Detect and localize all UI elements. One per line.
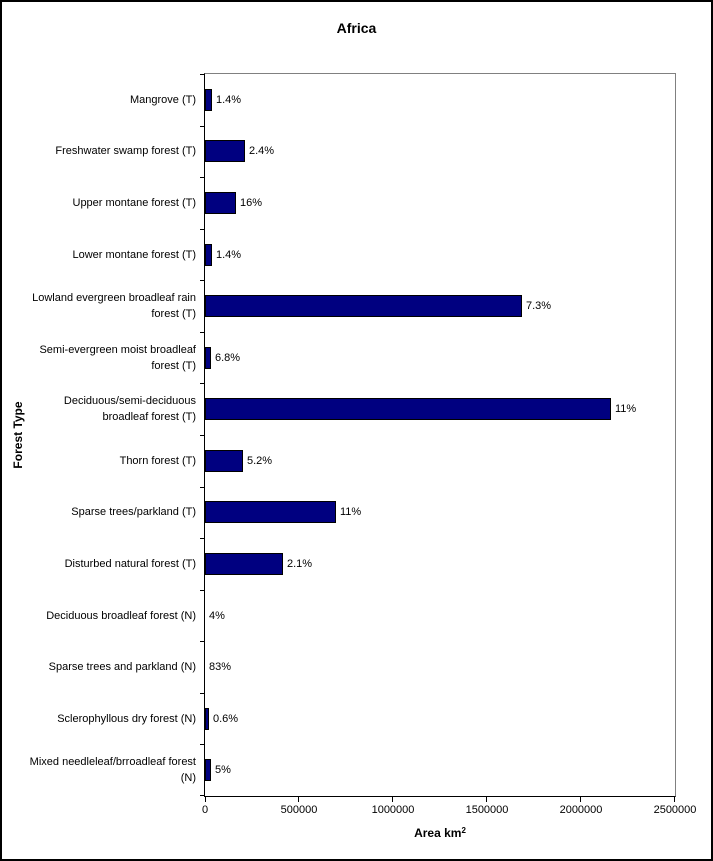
category-label: Deciduous broadleaf forest (N) bbox=[46, 609, 196, 622]
bar bbox=[205, 501, 336, 524]
category-label: Freshwater swamp forest (T) bbox=[55, 145, 196, 158]
category-label: Semi-evergreen moist broadleaf forest (T… bbox=[39, 343, 196, 372]
bar bbox=[205, 140, 245, 163]
bar-value-label: 1.4% bbox=[216, 93, 242, 106]
bar bbox=[205, 398, 611, 421]
bar-value-label: 7.3% bbox=[526, 300, 552, 313]
bar bbox=[205, 759, 211, 782]
y-axis-tick bbox=[200, 229, 205, 230]
bar bbox=[205, 707, 209, 730]
category-label: Upper montane forest (T) bbox=[72, 196, 197, 209]
y-axis-tick bbox=[200, 177, 205, 178]
bar bbox=[205, 88, 212, 111]
category-label: Lower montane forest (T) bbox=[72, 248, 197, 261]
x-axis-title-text: Area km bbox=[414, 826, 462, 840]
x-axis-tick-label: 2500000 bbox=[653, 804, 697, 816]
y-axis-tick bbox=[200, 538, 205, 539]
x-axis-title: Area km2 bbox=[205, 826, 675, 840]
bar bbox=[205, 295, 522, 318]
bar-value-label: 83% bbox=[209, 661, 232, 674]
chart-title: Africa bbox=[336, 20, 377, 36]
bar bbox=[205, 449, 243, 472]
y-axis-tick bbox=[200, 435, 205, 436]
y-axis-tick bbox=[200, 744, 205, 745]
category-label: Mangrove (T) bbox=[129, 93, 196, 106]
x-axis-tick bbox=[298, 796, 299, 802]
bar bbox=[205, 191, 236, 214]
y-axis-tick bbox=[200, 74, 205, 75]
plot-area: Area km2 Mangrove (T) 1.4% Freshwater swam… bbox=[30, 73, 696, 840]
category-label: Deciduous/semi-deciduous broadleaf fores… bbox=[63, 395, 196, 424]
bar-value-label: 1.4% bbox=[216, 248, 242, 261]
x-axis-tick bbox=[205, 796, 206, 802]
y-axis-title: Forest Type bbox=[11, 401, 25, 469]
bar bbox=[205, 346, 211, 369]
bar-value-label: 11% bbox=[615, 403, 637, 416]
y-axis-tick bbox=[200, 487, 205, 488]
bar-value-label: 4% bbox=[209, 609, 225, 622]
x-axis-title-superscript: 2 bbox=[461, 826, 466, 835]
x-axis-tick bbox=[392, 796, 393, 802]
category-label: Sparse trees/parkland (T) bbox=[71, 506, 196, 519]
y-axis-tick bbox=[200, 641, 205, 642]
x-axis-tick-label: 0 bbox=[201, 804, 209, 816]
category-label: Thorn forest (T) bbox=[119, 454, 196, 467]
x-axis-tick-label: 2000000 bbox=[559, 804, 603, 816]
bar-value-label: 6.8% bbox=[215, 351, 241, 364]
y-axis-tick bbox=[200, 795, 205, 796]
y-axis-tick bbox=[200, 693, 205, 694]
y-axis-tick bbox=[200, 126, 205, 127]
bar-value-label: 16% bbox=[240, 196, 263, 209]
bar-value-label: 5.2% bbox=[247, 454, 273, 467]
bar bbox=[205, 243, 212, 266]
x-axis-tick-label: 1000000 bbox=[371, 804, 415, 816]
x-axis-tick bbox=[486, 796, 487, 802]
category-label: Mixed needleleaf/brroadleaf forest (N) bbox=[29, 756, 196, 785]
y-axis-tick bbox=[200, 383, 205, 384]
bar-value-label: 2.1% bbox=[287, 557, 313, 570]
bar bbox=[205, 552, 283, 575]
bar-value-label: 0.6% bbox=[213, 712, 239, 725]
category-label: Lowland evergreen broadleaf rain forest … bbox=[32, 292, 196, 321]
bar-value-label: 11% bbox=[340, 506, 362, 519]
x-axis-tick bbox=[674, 796, 675, 802]
bar-value-label: 5% bbox=[215, 764, 231, 777]
category-label: Disturbed natural forest (T) bbox=[64, 557, 196, 570]
y-axis-tick bbox=[200, 332, 205, 333]
category-label: Sclerophyllous dry forest (N) bbox=[57, 712, 196, 725]
x-axis-tick-label: 500000 bbox=[280, 804, 318, 816]
bar-value-label: 2.4% bbox=[249, 145, 275, 158]
category-label: Sparse trees and parkland (N) bbox=[48, 661, 196, 674]
x-axis-tick-label: 1500000 bbox=[465, 804, 509, 816]
y-axis-tick bbox=[200, 590, 205, 591]
x-axis-tick bbox=[580, 796, 581, 802]
y-axis-tick bbox=[200, 280, 205, 281]
